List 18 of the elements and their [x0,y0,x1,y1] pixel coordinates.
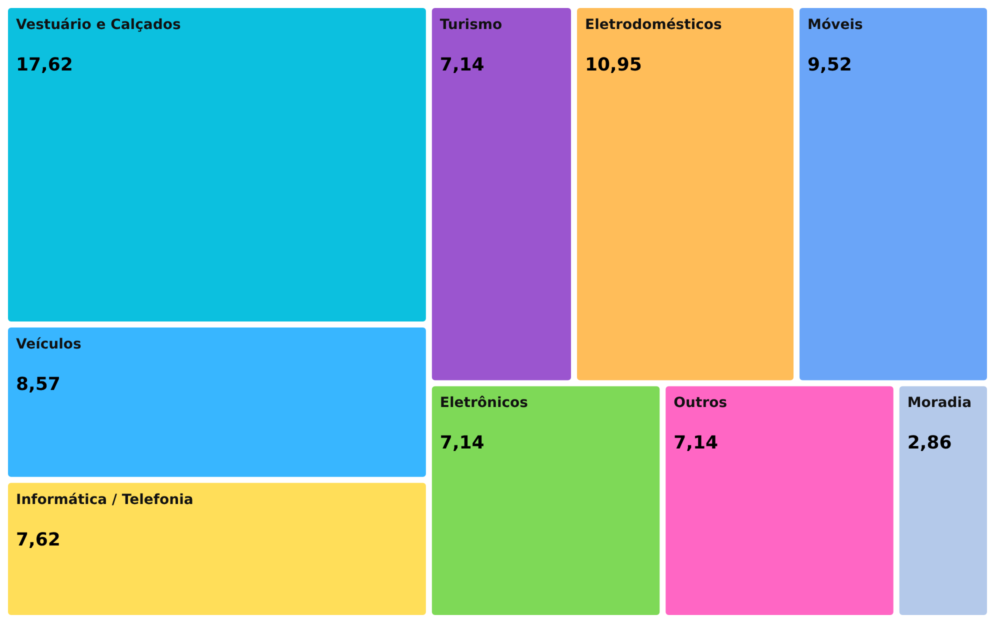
category-label: Informática / Telefonia [16,492,194,508]
data-label: 10,95 [585,54,642,76]
category-label: Outros [674,395,728,412]
category-label: Veículos [16,336,82,352]
category-label: Vestuário e Calçados [16,17,181,33]
category-label: Eletrodomésticos [585,17,722,33]
data-label: 7,14 [674,432,718,454]
category-label: Moradia [907,395,972,412]
data-label: 9,52 [808,54,852,76]
category-label: Móveis [808,17,863,33]
data-label: 17,62 [16,54,73,76]
data-label: 7,14 [440,54,484,76]
category-label: Eletrônicos [440,395,528,412]
data-label: 7,62 [16,529,60,550]
data-label: 8,57 [16,374,60,395]
category-label: Turismo [440,17,503,33]
data-label: 7,14 [440,432,484,454]
data-label: 2,86 [907,432,952,454]
